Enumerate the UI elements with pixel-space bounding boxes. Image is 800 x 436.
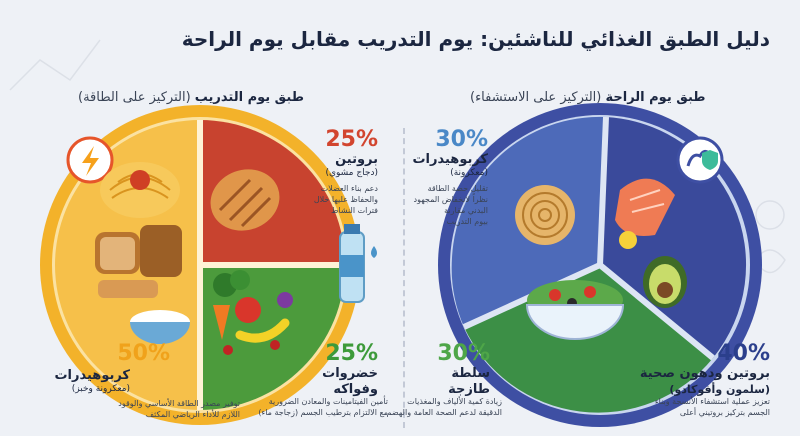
rest-carbs-desc-2: نظراً لانخفاض المجهود	[413, 195, 488, 204]
training-protein-label: 25% بروتين (دجاج مشوي) دعم بناء العضلات …	[314, 128, 378, 216]
training-protein-name: بروتين	[335, 152, 378, 167]
center-divider	[403, 128, 405, 428]
training-veg-label: 25% خضروات وفواكه	[322, 342, 378, 398]
training-veg-desc-2: مع الالتزام بترطيب الجسم (زجاجة ماء)	[258, 408, 388, 417]
rest-protein-desc: تعزيز عملية استشفاء الأنسجة وبناء الجسم …	[655, 396, 770, 418]
rest-salad-label: 30% سلطة طازجة	[437, 342, 490, 398]
training-plate-heading: طبق يوم التدريب (التركيز على الطاقة)	[78, 90, 304, 105]
bread-icon	[95, 225, 182, 298]
vegetables-icon	[213, 270, 293, 355]
training-carbs-label: 50%	[117, 342, 170, 366]
page-title: دليل الطبق الغذائي للناشئين: يوم التدريب…	[181, 27, 770, 51]
training-carbs-sub: (معكرونة وخبز)	[71, 384, 130, 394]
rest-carbs-label: 30% كربوهيدرات (معكرونة) تقليل حصة الطاق…	[412, 128, 488, 227]
training-carbs-text: كربوهيدرات (معكرونة وخبز)	[54, 368, 130, 395]
training-protein-desc-1: دعم بناء العضلات	[320, 184, 378, 193]
training-protein-desc-2: والحفاظ عليها خلال	[313, 195, 378, 204]
rest-focus: (التركيز على الاستشفاء)	[470, 90, 602, 105]
training-carbs-name: كربوهيدرات	[54, 368, 130, 383]
training-carbs-desc: توفير مصدر الطاقة الأساسي والوقود اللازم…	[118, 398, 240, 420]
training-veg-name: خضروات	[322, 366, 378, 381]
rest-protein-desc-2: الجسم بتركيز بروتيني أعلى	[679, 408, 770, 417]
chicken-icon	[210, 169, 280, 231]
training-carbs-desc-2: اللازم للأداء الرياضي المكثف	[145, 410, 240, 419]
training-protein-pct: 25%	[325, 127, 378, 152]
rest-plate	[438, 103, 762, 427]
training-plate	[40, 105, 360, 425]
rest-carbs-name: كربوهيدرات	[412, 152, 488, 167]
rest-salad-sub: طازجة	[448, 382, 490, 397]
training-veg-desc-1: تأمين الفيتامينات والمعادن الضرورية	[268, 397, 388, 406]
rest-protein-name: بروتين ودهون صحية	[639, 366, 770, 381]
training-veg-desc: تأمين الفيتامينات والمعادن الضرورية مع ا…	[258, 396, 388, 418]
shield-icon	[702, 150, 718, 170]
rest-salad-desc-2: الدقيقة لدعم الصحة العامة والهضم	[386, 408, 502, 417]
water-bottle-icon	[339, 224, 377, 303]
rice-bowl-icon	[130, 310, 190, 344]
rest-protein-pct: 40%	[717, 341, 770, 366]
rest-protein-sub: (سلمون وأفوكادو)	[669, 383, 770, 396]
rest-salad-pct: 30%	[437, 341, 490, 366]
rest-protein-desc-1: تعزيز عملية استشفاء الأنسجة وبناء	[654, 397, 770, 406]
rest-carbs-sub: (معكرونة)	[450, 168, 488, 178]
rest-plate-heading: طبق يوم الراحة (التركيز على الاستشفاء)	[470, 90, 706, 105]
training-protein-desc-3: فترات النشاط	[331, 206, 378, 215]
training-carbs-pct: 50%	[117, 341, 170, 366]
training-carbs-desc-1: توفير مصدر الطاقة الأساسي والوقود	[118, 399, 240, 408]
training-heading: طبق يوم التدريب	[194, 90, 304, 105]
rest-salad-name: سلطة	[451, 366, 490, 381]
training-veg-sub: وفواكه	[333, 382, 378, 397]
training-protein-sub: (دجاج مشوي)	[325, 168, 378, 178]
avocado-icon	[643, 256, 687, 308]
training-veg-pct: 25%	[325, 341, 378, 366]
rest-heading: طبق يوم الراحة	[605, 90, 706, 105]
rest-carbs-desc-1: تقليل حصة الطاقة	[427, 184, 488, 193]
rest-salad-desc-1: زيادة كمية الألياف والمغذيات	[407, 397, 502, 406]
lightning-icon	[82, 146, 99, 176]
rest-pasta-icon	[515, 185, 575, 245]
rest-salad-desc: زيادة كمية الألياف والمغذيات الدقيقة لدع…	[387, 396, 502, 418]
rest-carbs-desc-3: البدني مقارنة	[444, 206, 488, 215]
rest-protein-label: 40% بروتين ودهون صحية (سلمون وأفوكادو)	[640, 342, 770, 398]
rest-carbs-desc-4: بيوم التدريب	[446, 217, 489, 226]
training-focus: (التركيز على الطاقة)	[78, 90, 191, 105]
strength-icon-circle	[676, 136, 724, 184]
rest-carbs-pct: 30%	[435, 127, 488, 152]
salmon-icon	[615, 178, 675, 249]
salad-bowl-icon	[525, 280, 625, 340]
